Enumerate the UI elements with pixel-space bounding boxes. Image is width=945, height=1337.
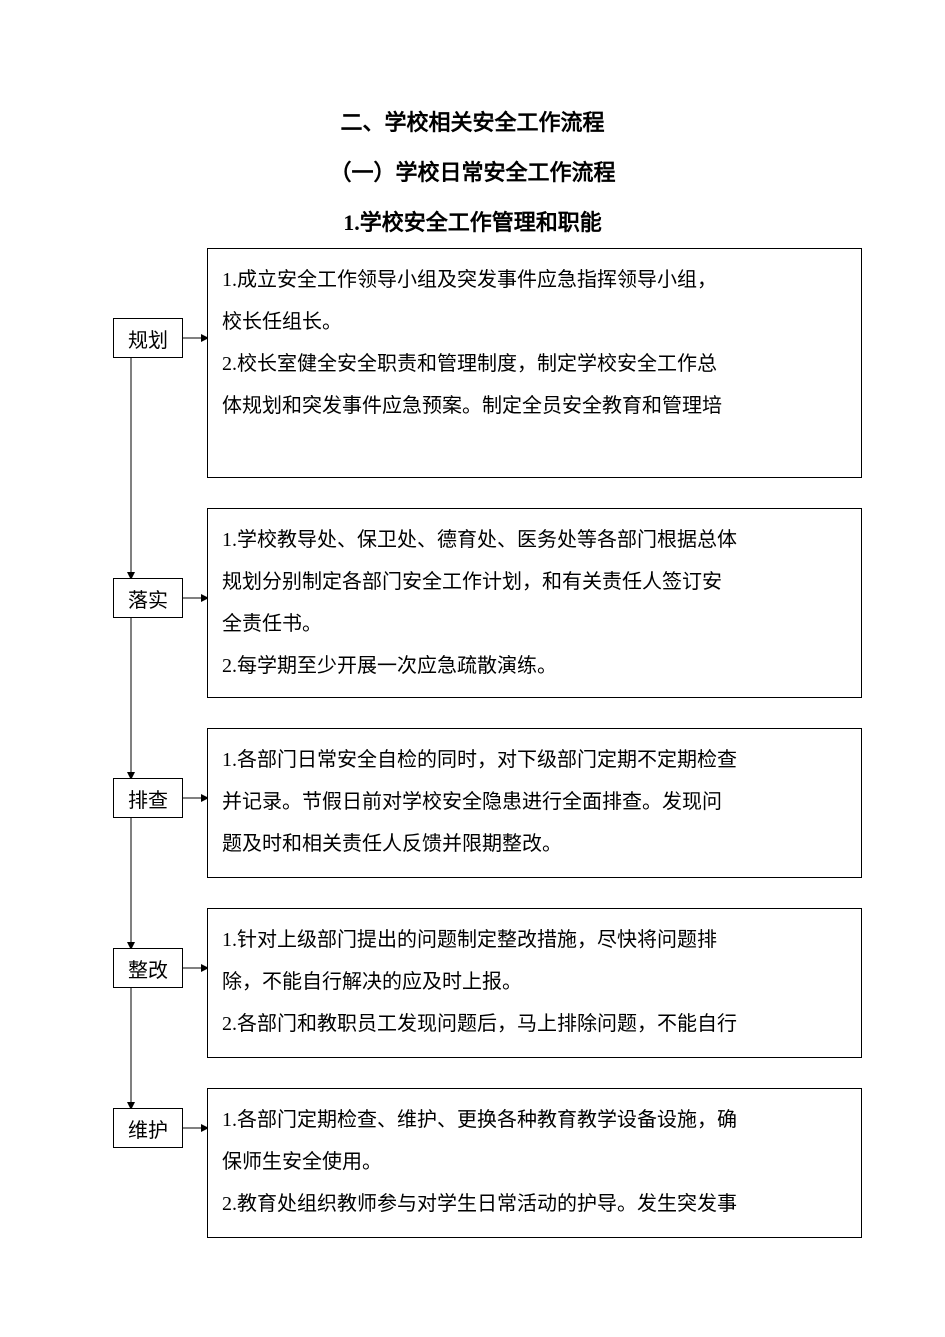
detail-plan: 1.成立安全工作领导小组及突发事件应急指挥领导小组，校长任组长。2.校长室健全安… (207, 248, 862, 478)
detail-inspect: 1.各部门日常安全自检的同时，对下级部门定期不定期检查并记录。节假日前对学校安全… (207, 728, 862, 878)
detail-plan-line: 2.校长室健全安全职责和管理制度，制定学校安全工作总 (222, 343, 847, 385)
detail-plan-line: 校长任组长。 (222, 301, 847, 343)
step-plan: 规划 (113, 318, 183, 358)
detail-maintain: 1.各部门定期检查、维护、更换各种教育教学设备设施，确保师生安全使用。2.教育处… (207, 1088, 862, 1238)
detail-rectify: 1.针对上级部门提出的问题制定整改措施，尽快将问题排除，不能自行解决的应及时上报… (207, 908, 862, 1058)
step-rectify-label: 整改 (128, 954, 168, 983)
step-inspect: 排查 (113, 778, 183, 818)
detail-maintain-line: 保师生安全使用。 (222, 1141, 847, 1183)
step-plan-label: 规划 (128, 324, 168, 353)
detail-inspect-line: 1.各部门日常安全自检的同时，对下级部门定期不定期检查 (222, 739, 847, 781)
step-maintain: 维护 (113, 1108, 183, 1148)
step-rectify: 整改 (113, 948, 183, 988)
detail-implement-line: 2.每学期至少开展一次应急疏散演练。 (222, 645, 847, 687)
detail-maintain-line: 1.各部门定期检查、维护、更换各种教育教学设备设施，确 (222, 1099, 847, 1141)
detail-rectify-line: 除，不能自行解决的应及时上报。 (222, 961, 847, 1003)
step-inspect-label: 排查 (128, 784, 168, 813)
detail-implement-line: 全责任书。 (222, 603, 847, 645)
detail-rectify-line: 1.针对上级部门提出的问题制定整改措施，尽快将问题排 (222, 919, 847, 961)
detail-plan-line: 1.成立安全工作领导小组及突发事件应急指挥领导小组， (222, 259, 847, 301)
detail-inspect-line: 题及时和相关责任人反馈并限期整改。 (222, 823, 847, 865)
step-implement-label: 落实 (128, 584, 168, 613)
detail-implement: 1.学校教导处、保卫处、德育处、医务处等各部门根据总体规划分别制定各部门安全工作… (207, 508, 862, 698)
detail-maintain-line: 2.教育处组织教师参与对学生日常活动的护导。发生突发事 (222, 1183, 847, 1225)
detail-plan-line: 体规划和突发事件应急预案。制定全员安全教育和管理培 (222, 385, 847, 427)
step-implement: 落实 (113, 578, 183, 618)
detail-implement-line: 规划分别制定各部门安全工作计划，和有关责任人签订安 (222, 561, 847, 603)
detail-inspect-line: 并记录。节假日前对学校安全隐患进行全面排查。发现问 (222, 781, 847, 823)
detail-rectify-line: 2.各部门和教职员工发现问题后，马上排除问题，不能自行 (222, 1003, 847, 1045)
page-root: 二、学校相关安全工作流程 （一）学校日常安全工作流程 1.学校安全工作管理和职能… (0, 0, 945, 1337)
step-maintain-label: 维护 (128, 1114, 168, 1143)
detail-implement-line: 1.学校教导处、保卫处、德育处、医务处等各部门根据总体 (222, 519, 847, 561)
